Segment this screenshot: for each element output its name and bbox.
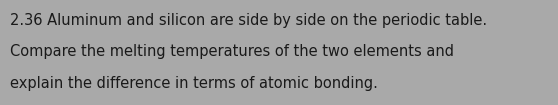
Text: explain the difference in terms of atomic bonding.: explain the difference in terms of atomi… [10,76,378,91]
Text: 2.36 Aluminum and silicon are side by side on the periodic table.: 2.36 Aluminum and silicon are side by si… [10,13,487,28]
Text: Compare the melting temperatures of the two elements and: Compare the melting temperatures of the … [10,44,454,59]
